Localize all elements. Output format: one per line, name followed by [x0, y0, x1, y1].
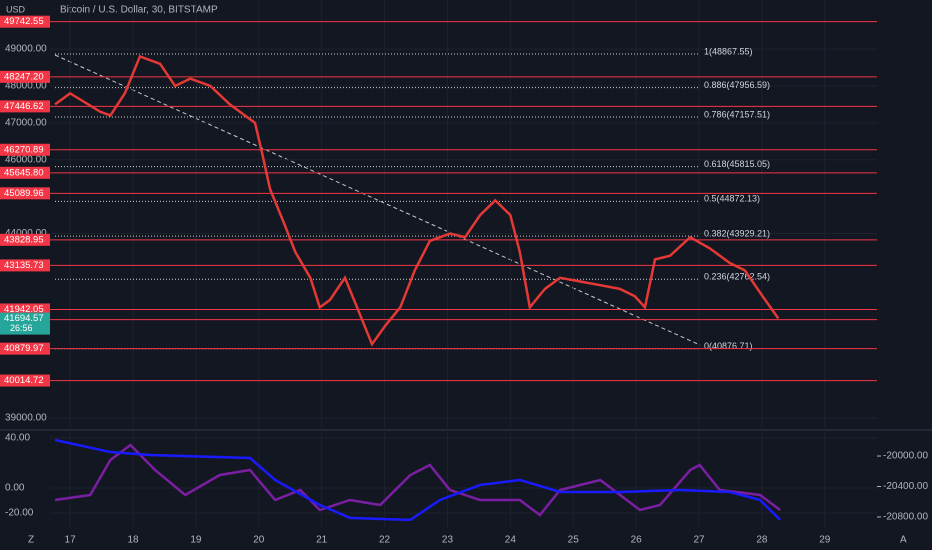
- fib-label: 0(40876.71): [704, 341, 753, 351]
- x-tick-label: 22: [379, 535, 391, 546]
- level-label: 43828.95: [4, 234, 44, 245]
- x-tick-label: 25: [568, 535, 580, 546]
- chart-title: Bitcoin / U.S. Dollar, 30, BITSTAMP: [60, 5, 218, 16]
- level-box: [0, 166, 50, 179]
- level-label: 49742.55: [4, 16, 44, 27]
- y-tick-label: -20.00: [5, 508, 34, 519]
- x-tick-label: 18: [127, 535, 139, 546]
- x-tick-label: 20: [253, 535, 265, 546]
- currency: USD: [6, 4, 26, 14]
- level-box: [0, 342, 50, 355]
- x-tick-label: 23: [442, 535, 454, 546]
- last-price-box: [0, 312, 50, 335]
- fib-label: 0.618(45815.05): [704, 159, 770, 169]
- x-tick-label: 28: [756, 535, 768, 546]
- x-tick-label: 17: [65, 535, 77, 546]
- level-label: 48247.20: [4, 71, 44, 82]
- level-label: 41942.05: [4, 304, 44, 315]
- last-price-label: 41694.57: [4, 313, 44, 324]
- level-box: [0, 143, 50, 156]
- x-tick-label: 19: [190, 535, 202, 546]
- level-box: [0, 374, 50, 387]
- fib-label: 0.786(47157.51): [704, 109, 770, 119]
- trend-line: [54, 54, 701, 346]
- y-tick-label: 46000.00: [5, 154, 47, 165]
- fib-label: 0.5(44872.13): [704, 194, 760, 204]
- y-tick-label: 49000.00: [5, 44, 47, 55]
- level-box: [0, 233, 50, 246]
- control-button[interactable]: A: [900, 535, 907, 546]
- level-box: [0, 187, 50, 200]
- level-label: 47446.62: [4, 101, 44, 112]
- y-tick-label: 39000.00: [5, 413, 47, 424]
- line: [54, 54, 780, 347]
- line: [54, 443, 781, 517]
- level-box: [0, 303, 50, 316]
- control-button[interactable]: Z: [28, 535, 34, 546]
- level-label: 45089.96: [4, 188, 44, 199]
- line: [54, 438, 782, 522]
- y-tick-label: 40.00: [5, 433, 30, 444]
- level-label: 45645.80: [4, 167, 44, 178]
- level-box: [0, 100, 50, 113]
- y2-tick-label: -20400.00: [883, 481, 928, 492]
- level-box: [0, 15, 50, 28]
- level-label: 43135.73: [4, 260, 44, 271]
- x-tick-label: 26: [631, 535, 643, 546]
- countdown: 26:56: [10, 323, 33, 333]
- fib-label: 1(48867.55): [704, 46, 753, 56]
- x-tick-label: 21: [316, 535, 328, 546]
- y-tick-label: 0.00: [5, 483, 25, 494]
- fib-label: 0.236(42762.54): [704, 272, 770, 282]
- level-box: [0, 259, 50, 272]
- level-label: 40014.72: [4, 375, 44, 386]
- fib-label: 0.382(43929.21): [704, 229, 770, 239]
- fib-label: 0.886(47956.59): [704, 80, 770, 90]
- y-tick-label: 44000.00: [5, 228, 47, 239]
- level-label: 46270.89: [4, 144, 44, 155]
- y2-tick-label: -20000.00: [883, 451, 928, 462]
- x-tick-label: 24: [505, 535, 517, 546]
- level-label: 40879.97: [4, 343, 44, 354]
- level-box: [0, 70, 50, 83]
- y-tick-label: 47000.00: [5, 117, 47, 128]
- x-tick-label: 27: [693, 535, 705, 546]
- x-tick-label: 29: [819, 535, 831, 546]
- y-tick-label: 48000.00: [5, 81, 47, 92]
- y2-tick-label: -20800.00: [883, 512, 928, 523]
